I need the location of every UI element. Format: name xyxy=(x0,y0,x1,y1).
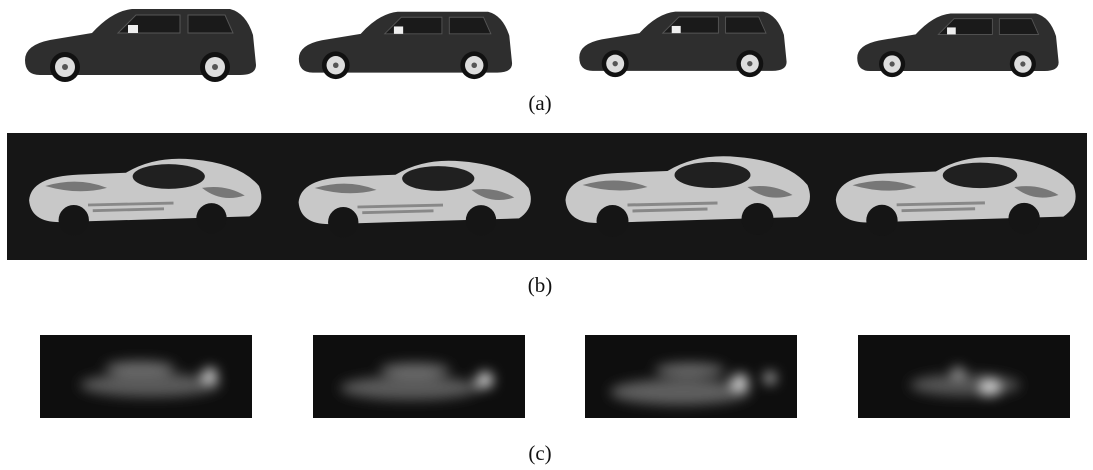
caption: (c) xyxy=(528,441,551,465)
car-image xyxy=(25,9,256,82)
caption: (b) xyxy=(528,273,553,297)
caption: (a) xyxy=(528,91,551,115)
car-image xyxy=(299,12,512,79)
figure: (a) (b) (c) xyxy=(0,0,1093,470)
blur-image xyxy=(40,335,252,418)
blur-image xyxy=(585,335,797,418)
car-image xyxy=(579,12,786,78)
blur-image xyxy=(313,335,525,418)
car-image xyxy=(857,13,1058,77)
blur-image xyxy=(858,335,1070,418)
